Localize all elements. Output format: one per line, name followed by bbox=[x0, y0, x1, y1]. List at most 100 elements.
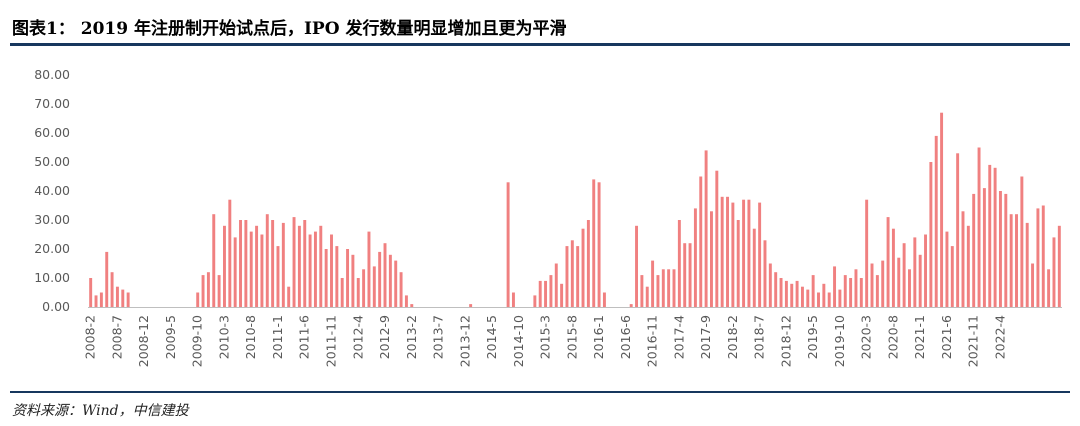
bar bbox=[715, 170, 719, 307]
bar bbox=[731, 202, 735, 307]
bar bbox=[843, 275, 847, 307]
bar bbox=[469, 304, 473, 307]
bar bbox=[918, 254, 922, 307]
bar bbox=[779, 278, 783, 307]
x-tick-label: 2017-4 bbox=[671, 315, 686, 359]
bar bbox=[800, 286, 804, 307]
bar bbox=[908, 269, 911, 307]
bar bbox=[982, 188, 986, 307]
bar bbox=[827, 292, 831, 307]
bar bbox=[838, 289, 842, 307]
x-tick-label: 2016-1 bbox=[591, 315, 606, 359]
bar bbox=[330, 234, 333, 307]
bar bbox=[121, 289, 125, 307]
bar bbox=[388, 254, 392, 307]
bar bbox=[565, 246, 569, 307]
bar bbox=[972, 193, 976, 307]
bar bbox=[581, 228, 585, 307]
x-tick-label: 2012-4 bbox=[350, 315, 365, 359]
bar bbox=[367, 231, 371, 307]
bar bbox=[950, 246, 954, 307]
bar bbox=[276, 246, 280, 307]
bar bbox=[399, 272, 403, 307]
bar bbox=[934, 135, 938, 307]
bar bbox=[720, 196, 724, 307]
bar bbox=[640, 275, 644, 307]
y-tick-label: 50.00 bbox=[34, 154, 70, 169]
x-tick-label: 2008-2 bbox=[83, 315, 98, 359]
bar bbox=[704, 150, 708, 307]
x-tick-label: 2013-12 bbox=[457, 315, 472, 367]
bar bbox=[265, 214, 269, 307]
x-tick-label: 2018-2 bbox=[725, 315, 740, 359]
bar bbox=[774, 272, 778, 307]
x-tick-label: 2017-9 bbox=[698, 315, 713, 359]
x-tick-label: 2014-5 bbox=[484, 315, 499, 359]
x-tick-label: 2011-1 bbox=[270, 315, 285, 359]
bar bbox=[554, 263, 558, 307]
bar bbox=[966, 225, 970, 307]
y-tick-label: 20.00 bbox=[34, 241, 70, 256]
y-tick-label: 0.00 bbox=[42, 299, 70, 314]
bar bbox=[1009, 214, 1013, 307]
x-tick-label: 2011-6 bbox=[297, 315, 312, 359]
bar bbox=[656, 275, 660, 307]
bar bbox=[212, 214, 216, 307]
bar bbox=[645, 286, 649, 307]
x-tick-label: 2016-6 bbox=[618, 315, 633, 359]
bar bbox=[854, 269, 858, 307]
bar bbox=[629, 304, 633, 307]
bar bbox=[929, 162, 933, 307]
x-tick-label: 2015-3 bbox=[538, 315, 553, 359]
bar bbox=[576, 246, 580, 307]
y-tick-label: 10.00 bbox=[34, 270, 70, 285]
bar bbox=[324, 249, 328, 307]
bar bbox=[726, 196, 729, 307]
bar bbox=[742, 199, 746, 307]
bar bbox=[538, 280, 542, 307]
bar bbox=[201, 275, 205, 307]
x-tick-label: 2012-9 bbox=[377, 315, 392, 359]
bar bbox=[271, 220, 275, 307]
bar bbox=[292, 217, 296, 307]
bar bbox=[1004, 193, 1008, 307]
bar bbox=[768, 263, 772, 307]
bar bbox=[1015, 214, 1018, 307]
y-axis-ticks: 0.00 10.00 20.00 30.00 40.00 50.00 60.00 70.00 8… bbox=[34, 67, 70, 314]
x-tick-label: 2009-5 bbox=[163, 315, 178, 359]
bar bbox=[308, 234, 312, 307]
bar bbox=[688, 243, 692, 307]
bar bbox=[228, 199, 232, 307]
bar bbox=[924, 234, 927, 307]
footer-rule bbox=[10, 391, 1070, 393]
y-tick-label: 40.00 bbox=[34, 183, 70, 198]
bar bbox=[378, 251, 382, 307]
bar bbox=[683, 243, 687, 307]
bar bbox=[126, 292, 130, 307]
bar bbox=[897, 257, 901, 307]
bar bbox=[372, 266, 376, 307]
bar bbox=[206, 272, 210, 307]
bar bbox=[747, 199, 751, 307]
bar bbox=[1020, 176, 1024, 307]
bar bbox=[822, 283, 826, 307]
bar bbox=[602, 292, 606, 307]
x-tick-label: 2020-3 bbox=[859, 315, 874, 359]
bar bbox=[346, 249, 350, 307]
bar bbox=[977, 147, 981, 307]
bar bbox=[244, 220, 248, 307]
bar bbox=[233, 237, 237, 307]
bar bbox=[110, 272, 114, 307]
bar bbox=[319, 225, 323, 307]
bar bbox=[699, 176, 703, 307]
bar bbox=[239, 220, 242, 307]
bar bbox=[217, 275, 221, 307]
x-tick-label: 2019-10 bbox=[832, 315, 847, 367]
bar bbox=[651, 260, 655, 307]
y-tick-label: 60.00 bbox=[34, 125, 70, 140]
bar bbox=[511, 292, 515, 307]
bar bbox=[592, 179, 596, 307]
bar bbox=[303, 220, 307, 307]
bar bbox=[1025, 222, 1029, 307]
y-tick-label: 70.00 bbox=[34, 96, 70, 111]
